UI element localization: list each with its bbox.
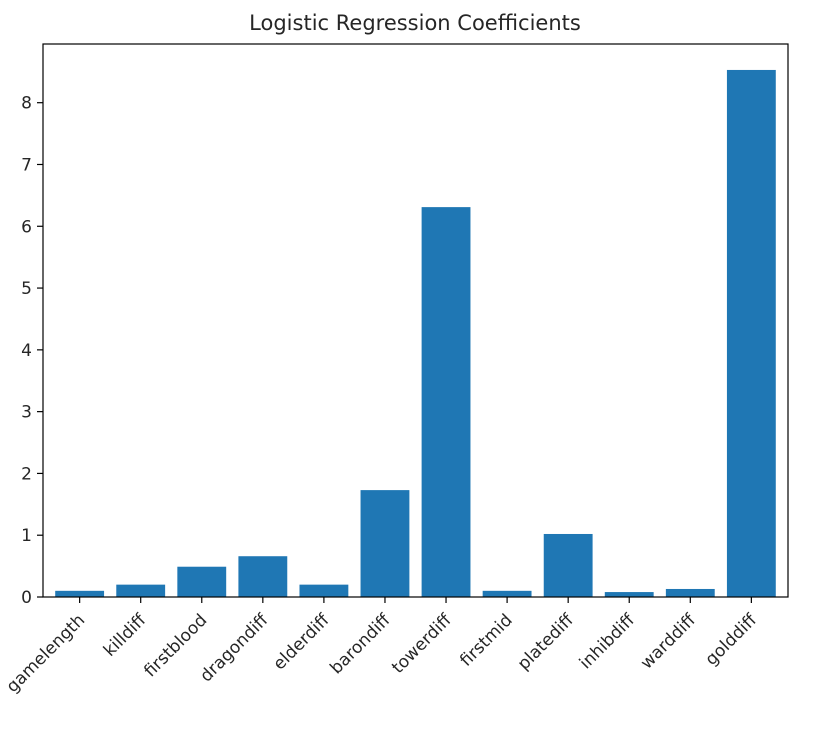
x-tick-label-dragondiff: dragondiff: [196, 609, 273, 686]
x-tick-label-inhibdiff: inhibdiff: [576, 609, 640, 673]
y-tick-label-8: 8: [21, 94, 32, 114]
bar-dragondiff: [238, 556, 288, 597]
x-tick-label-firstmid: firstmid: [456, 610, 516, 670]
y-tick-label-7: 7: [21, 155, 32, 175]
y-tick-label-2: 2: [21, 464, 32, 484]
y-tick-label-1: 1: [21, 526, 32, 546]
x-tick-label-towerdiff: towerdiff: [388, 609, 456, 677]
y-tick-label-5: 5: [21, 279, 32, 299]
bar-platediff: [543, 533, 593, 597]
bars-layer: [55, 69, 776, 597]
bar-towerdiff: [421, 207, 471, 597]
bar-warddiff: [665, 588, 715, 597]
bar-gamelength: [55, 590, 105, 597]
chart-title: Logistic Regression Coefficients: [249, 11, 581, 35]
bar-firstmid: [482, 590, 532, 597]
y-tick-label-3: 3: [21, 403, 32, 423]
y-tick-label-0: 0: [21, 588, 32, 608]
x-tick-label-gamelength: gamelength: [3, 610, 90, 697]
bar-inhibdiff: [604, 592, 654, 597]
bar-elderdiff: [299, 584, 349, 597]
x-tick-label-warddiff: warddiff: [637, 609, 701, 673]
x-tick-label-elderdiff: elderdiff: [270, 609, 335, 674]
axes-frame: [42, 43, 789, 598]
bar-firstblood: [177, 566, 227, 597]
x-tick-label-platediff: platediff: [514, 609, 579, 674]
bar-golddiff: [726, 69, 776, 597]
x-tick-label-barondiff: barondiff: [326, 609, 395, 678]
y-tick-label-4: 4: [21, 341, 32, 361]
bar-barondiff: [360, 490, 410, 597]
bar-killdiff: [116, 584, 166, 597]
x-tick-label-golddiff: golddiff: [702, 609, 762, 669]
x-tick-label-killdiff: killdiff: [100, 609, 151, 660]
y-tick-label-6: 6: [21, 217, 32, 237]
